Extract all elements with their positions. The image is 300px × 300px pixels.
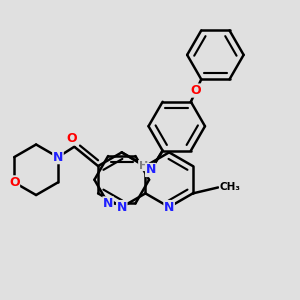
Text: N: N	[146, 164, 156, 176]
Text: N: N	[103, 197, 113, 210]
Text: O: O	[9, 176, 20, 189]
Text: N: N	[164, 201, 174, 214]
Text: H: H	[139, 160, 148, 170]
Text: N: N	[117, 201, 127, 214]
Text: N: N	[53, 151, 63, 164]
Text: O: O	[191, 84, 201, 97]
Text: CH₃: CH₃	[220, 182, 241, 193]
Text: O: O	[66, 132, 76, 145]
